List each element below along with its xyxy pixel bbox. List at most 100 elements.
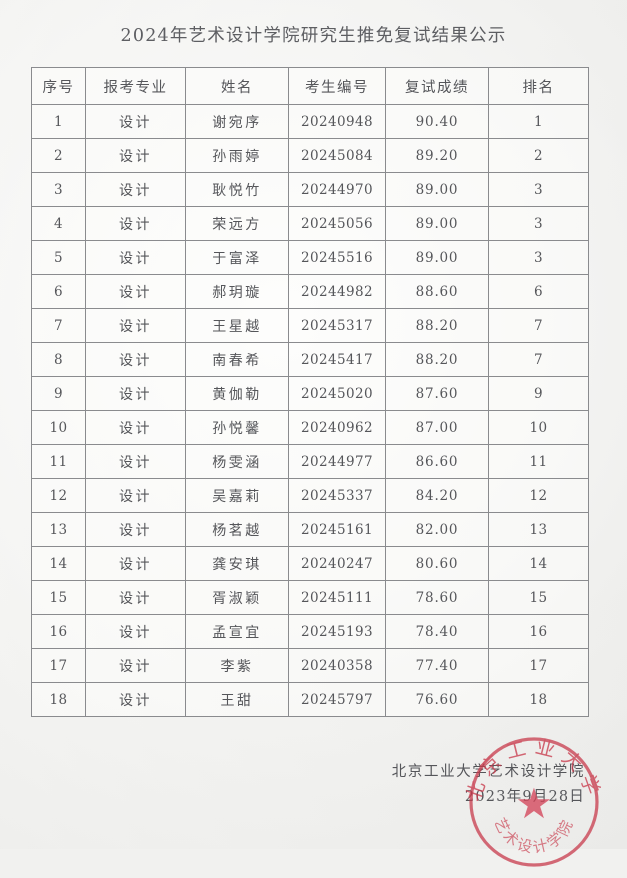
cell-major: 设计 [85, 206, 186, 241]
table-row: 18 设计 王甜 20245797 76.60 18 [31, 682, 589, 717]
cell-rank: 3 [488, 172, 589, 207]
cell-rank: 6 [488, 274, 589, 309]
cell-rank: 7 [488, 308, 589, 343]
cell-score: 87.60 [385, 376, 489, 411]
cell-major: 设计 [85, 376, 186, 411]
cell-name: 孟宣宜 [185, 614, 289, 649]
cell-rank: 15 [488, 580, 589, 615]
cell-exam-no: 20244982 [288, 274, 386, 309]
cell-score: 89.20 [385, 138, 489, 173]
table-row: 13 设计 杨茗越 20245161 82.00 13 [31, 512, 589, 547]
cell-index: 14 [31, 546, 86, 581]
column-header-score: 复试成绩 [385, 67, 489, 105]
table-row: 16 设计 孟宣宜 20245193 78.40 16 [31, 614, 589, 649]
cell-exam-no: 20240247 [288, 546, 386, 581]
cell-score: 88.20 [385, 342, 489, 377]
table-row: 10 设计 孙悦馨 20240962 87.00 10 [31, 410, 589, 445]
cell-score: 88.60 [385, 274, 489, 309]
table-body: 1 设计 谢宛序 20240948 90.40 1 2 设计 孙雨婷 20245084 89.20 2… [31, 104, 589, 717]
admission-results-table: 序号 报考专业 姓名 考生编号 复试成绩 排名 1 设计 谢宛序 20240948 90… [31, 67, 589, 717]
cell-rank: 10 [488, 410, 589, 445]
cell-major: 设计 [85, 274, 186, 309]
issue-date: 2023年9月28日 [464, 789, 585, 806]
cell-rank: 12 [488, 478, 589, 513]
cell-exam-no: 20245084 [288, 138, 386, 173]
cell-score: 78.60 [385, 580, 489, 615]
cell-name: 孙悦馨 [185, 410, 289, 445]
cell-name: 荣远方 [185, 206, 289, 241]
cell-score: 80.60 [385, 546, 489, 581]
cell-score: 82.00 [385, 512, 489, 547]
cell-rank: 14 [488, 546, 589, 581]
cell-index: 5 [31, 240, 86, 275]
cell-score: 77.40 [385, 648, 489, 683]
cell-major: 设计 [85, 614, 186, 649]
cell-index: 3 [31, 172, 86, 207]
cell-major: 设计 [85, 478, 186, 513]
cell-exam-no: 20245797 [288, 682, 386, 717]
cell-exam-no: 20245111 [288, 580, 386, 615]
cell-name: 谢宛序 [185, 104, 289, 139]
cell-exam-no: 20245193 [288, 614, 386, 649]
cell-score: 89.00 [385, 206, 489, 241]
cell-index: 1 [31, 104, 86, 139]
cell-name: 南春希 [185, 342, 289, 377]
table-row: 5 设计 于富泽 20245516 89.00 3 [31, 240, 589, 275]
table-row: 9 设计 黄伽勒 20245020 87.60 9 [31, 376, 589, 411]
cell-name: 耿悦竹 [185, 172, 289, 207]
cell-major: 设计 [85, 580, 186, 615]
cell-exam-no: 20245161 [288, 512, 386, 547]
cell-rank: 7 [488, 342, 589, 377]
table-row: 15 设计 胥淑颖 20245111 78.60 15 [31, 580, 589, 615]
cell-major: 设计 [85, 104, 186, 139]
document-sheet: 2024年艺术设计学院研究生推免复试结果公示 序号 报考专业 姓名 考生编号 复… [31, 26, 599, 867]
issuing-organization: 北京工业大学艺术设计学院 [391, 764, 585, 780]
cell-index: 4 [31, 206, 86, 241]
cell-name: 黄伽勒 [185, 376, 289, 411]
table-header: 序号 报考专业 姓名 考生编号 复试成绩 排名 [31, 67, 589, 105]
cell-index: 11 [31, 444, 86, 479]
cell-major: 设计 [85, 444, 186, 479]
cell-name: 王星越 [185, 308, 289, 343]
cell-score: 86.60 [385, 444, 489, 479]
page-title: 2024年艺术设计学院研究生推免复试结果公示 [120, 26, 507, 46]
cell-score: 89.00 [385, 240, 489, 275]
cell-name: 杨雯涵 [185, 444, 289, 479]
footer-signature: 北京工业大学艺术设计学院 2023年9月28日 [392, 760, 585, 811]
cell-major: 设计 [85, 648, 186, 683]
cell-index: 15 [31, 580, 86, 615]
cell-index: 17 [31, 648, 86, 683]
cell-major: 设计 [85, 342, 186, 377]
cell-exam-no: 20245516 [288, 240, 386, 275]
cell-name: 吴嘉莉 [185, 478, 289, 513]
svg-text:艺术设计学院: 艺术设计学院 [490, 815, 577, 857]
cell-rank: 1 [488, 104, 589, 139]
cell-index: 6 [31, 274, 86, 309]
column-header-name: 姓名 [185, 67, 289, 105]
cell-exam-no: 20245020 [288, 376, 386, 411]
cell-score: 87.00 [385, 410, 489, 445]
cell-index: 10 [31, 410, 86, 445]
cell-exam-no: 20245417 [288, 342, 386, 377]
cell-major: 设计 [85, 512, 186, 547]
cell-rank: 3 [488, 240, 589, 275]
table-row: 3 设计 耿悦竹 20244970 89.00 3 [31, 172, 589, 207]
table-row: 4 设计 荣远方 20245056 89.00 3 [31, 206, 589, 241]
cell-exam-no: 20240948 [288, 104, 386, 139]
cell-rank: 18 [488, 682, 589, 717]
column-header-exam-no: 考生编号 [288, 67, 386, 105]
cell-exam-no: 20240962 [288, 410, 386, 445]
cell-exam-no: 20240358 [288, 648, 386, 683]
table-row: 11 设计 杨雯涵 20244977 86.60 11 [31, 444, 589, 479]
cell-score: 89.00 [385, 172, 489, 207]
table-row: 17 设计 李紫 20240358 77.40 17 [31, 648, 589, 683]
table-header-row: 序号 报考专业 姓名 考生编号 复试成绩 排名 [31, 67, 589, 105]
cell-exam-no: 20245056 [288, 206, 386, 241]
cell-name: 李紫 [185, 648, 289, 683]
cell-rank: 13 [488, 512, 589, 547]
cell-rank: 17 [488, 648, 589, 683]
table-row: 14 设计 龚安琪 20240247 80.60 14 [31, 546, 589, 581]
cell-index: 9 [31, 376, 86, 411]
table-row: 8 设计 南春希 20245417 88.20 7 [31, 342, 589, 377]
cell-index: 8 [31, 342, 86, 377]
